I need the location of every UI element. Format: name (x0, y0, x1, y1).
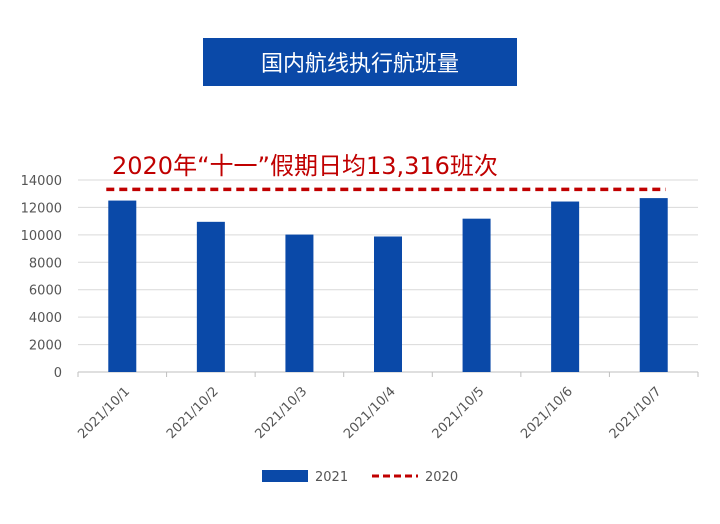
annotation-text: 2020年“十一”假期日均13,316班次 (112, 152, 498, 180)
legend: 2021 2020 (262, 470, 458, 485)
x-tick-label: 2021/10/1 (75, 384, 133, 442)
bar (285, 234, 314, 372)
y-tick-label: 14000 (21, 174, 62, 189)
bar (108, 200, 137, 372)
legend-swatch-2021 (262, 470, 308, 482)
y-tick-label: 6000 (29, 284, 62, 299)
y-tick-label: 0 (54, 366, 62, 381)
y-tick-label: 12000 (21, 201, 62, 216)
chart-title: 国内航线执行航班量 (203, 38, 517, 86)
bar (551, 201, 580, 372)
x-axis: 2021/10/1 2021/10/2 2021/10/3 2021/10/4 2021… (75, 372, 699, 442)
bar-series-2021 (108, 198, 668, 372)
y-tick-label: 8000 (29, 256, 62, 271)
legend-label-2020: 2020 (425, 470, 458, 485)
x-tick-label: 2021/10/7 (607, 384, 665, 442)
bar (196, 221, 225, 372)
x-tick-label: 2021/10/5 (430, 384, 488, 442)
y-tick-label: 10000 (21, 229, 62, 244)
bar (462, 218, 491, 372)
legend-label-2021: 2021 (315, 470, 348, 485)
y-tick-label: 4000 (29, 311, 62, 326)
x-tick-label: 2021/10/2 (164, 384, 222, 442)
y-tick-label: 2000 (29, 339, 62, 354)
bar (639, 198, 668, 372)
x-tick-label: 2021/10/6 (518, 384, 576, 442)
y-axis: 0 2000 4000 6000 8000 10000 12000 14000 (21, 174, 62, 381)
x-tick-label: 2021/10/4 (341, 384, 399, 442)
x-tick-label: 2021/10/3 (253, 384, 311, 442)
bar (374, 236, 402, 372)
